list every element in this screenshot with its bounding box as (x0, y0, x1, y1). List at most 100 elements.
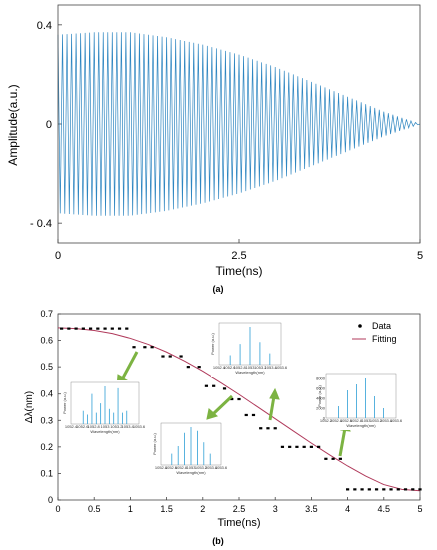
inset-ytick-label: 2000 (316, 406, 326, 411)
data-point (132, 346, 136, 349)
data-point (110, 327, 114, 330)
inset-ytick-label: 6000 (316, 386, 326, 391)
panel-a-ytick-label: - 0.4 (30, 218, 52, 230)
inset-xlabel: Wavelength(nm) (235, 370, 265, 375)
data-point (382, 488, 386, 491)
inset-xtick-label: 1053 (187, 465, 197, 470)
inset-xtick-label: 1052.8 (234, 365, 247, 370)
data-point (244, 413, 248, 417)
inset-xtick-label: 1052.4 (330, 418, 343, 423)
data-point (186, 366, 190, 369)
data-point (302, 445, 306, 448)
inset-xlabel: Wavelength(nm) (90, 429, 120, 434)
data-point (60, 327, 64, 330)
panel-b-ytick-label: 0.2 (40, 442, 53, 452)
legend-fitting-label: Fitting (372, 334, 397, 344)
data-point (280, 445, 285, 448)
panel-a-ytick-label: 0.4 (37, 20, 52, 32)
inset-xtick-label: 1052.8 (175, 465, 188, 470)
arrow-1 (120, 351, 139, 381)
inset-xtick-label: 1052.6 (165, 465, 178, 470)
inset-xtick-label: 1053.4 (380, 418, 393, 423)
inset-ylabel: Power (a.u.) (62, 391, 67, 413)
legend-box (350, 318, 416, 348)
data-point (168, 355, 172, 358)
inset-xtick-label: 1053.6 (133, 424, 146, 429)
panel-b-xlabel: Time(ns) (218, 517, 261, 529)
legend-data-marker (358, 324, 362, 328)
inset-ylabel: Power (a.u.) (317, 384, 322, 406)
inset-xtick-label: 1052.6 (76, 424, 89, 429)
data-point (338, 457, 342, 460)
inset-xlabel: Wavelength(nm) (176, 470, 206, 475)
panel-a-label: (a) (213, 284, 224, 294)
panel-b-xtick-label: 4 (345, 504, 350, 514)
inset-ytick-label: 4000 (316, 396, 326, 401)
arrow-2 (211, 394, 234, 416)
data-point (88, 327, 93, 330)
data-point (67, 327, 71, 330)
panel-b-ytick-label: 0.5 (40, 362, 53, 372)
data-point (117, 327, 122, 330)
inset-ylabel: Power (a.u.) (152, 432, 157, 454)
data-point (288, 445, 292, 448)
panel-b-ytick-label: 0.3 (40, 415, 53, 425)
inset-background (63, 380, 141, 436)
panel-a-ytick-label: 0 (46, 119, 52, 131)
inset-xtick-label: 1053 (101, 424, 111, 429)
panel-b-xtick-label: 3 (273, 504, 278, 514)
data-point (273, 427, 277, 430)
data-point (96, 327, 100, 330)
data-point (295, 445, 299, 448)
inset-axes-box (325, 373, 397, 419)
panel-b: 0 0.1 0.2 0.3 0.4 0.5 0.6 0.7 0 0.5 1 1.5 2 2.5 3 3.5 4… (24, 309, 423, 546)
arrow-3 (268, 395, 276, 421)
data-point (204, 384, 209, 387)
panel-a-ylabel: Amplitude(a.u.) (6, 84, 20, 165)
panel-a-xtick-label: 5 (417, 250, 423, 262)
panel-b-xtick-label: 0.5 (88, 504, 101, 514)
data-point (418, 488, 422, 491)
inset-xtick-label: 1052.8 (88, 424, 101, 429)
data-point (143, 346, 147, 349)
legend: Data Fitting (350, 318, 416, 348)
panel-b-xtick-label: 2.5 (233, 504, 246, 514)
data-point (74, 327, 78, 330)
inset-xtick-label: 1053.2 (370, 418, 383, 423)
data-point (81, 327, 85, 330)
inset-xtick-label: 1053.4 (122, 424, 135, 429)
data-point (266, 427, 270, 430)
data-point (331, 457, 335, 460)
panel-b-xtick-label: 3.5 (305, 504, 318, 514)
inset-xtick-label: 1053 (362, 418, 372, 423)
inset-xtick-label: 1052.4 (65, 424, 78, 429)
inset-xtick-label: 1052.2 (320, 418, 333, 423)
inset-xtick-label: 1052.6 (223, 365, 236, 370)
data-point (324, 457, 328, 460)
panel-b-xtick-label: 2 (200, 504, 205, 514)
inset-xtick-label: 1053.2 (110, 424, 123, 429)
panel-b-xtick-label: 5 (417, 504, 422, 514)
data-point (212, 384, 216, 387)
inset-xtick-label: 1052.4 (155, 465, 168, 470)
panel-b-ytick-label: 0.4 (40, 389, 53, 399)
data-point (237, 397, 241, 401)
arrow-3-head (269, 387, 280, 400)
inset-xtick-label: 1053.2 (195, 465, 208, 470)
data-point (367, 488, 371, 491)
inset-xlabel: Wavelength(nm) (346, 423, 376, 428)
data-point (411, 488, 415, 491)
data-point (179, 355, 183, 358)
data-point (389, 488, 393, 491)
inset-background (211, 321, 283, 377)
data-point (353, 488, 357, 491)
data-point (346, 488, 350, 491)
panel-a-xtick-label: 0 (55, 250, 61, 262)
panel-b-xtick-label: 1.5 (160, 504, 173, 514)
data-point (374, 488, 379, 491)
data-point (396, 488, 400, 491)
panel-a-xlabel: Time(ns) (216, 264, 263, 278)
data-point (317, 445, 321, 448)
